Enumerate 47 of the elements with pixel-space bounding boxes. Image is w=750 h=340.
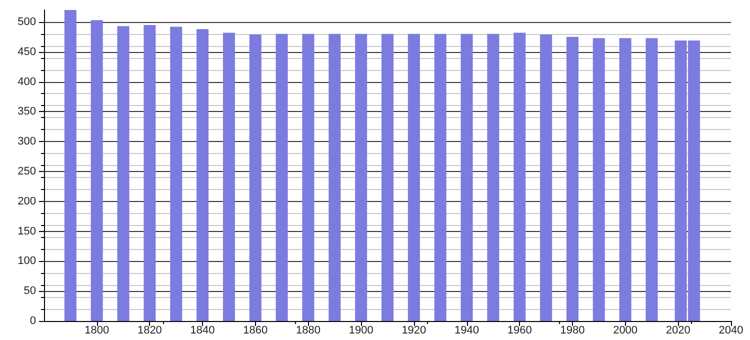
y-tick-label: 150	[18, 225, 36, 238]
bar	[249, 34, 262, 321]
bar	[170, 26, 182, 321]
bar	[514, 32, 526, 321]
bar	[382, 34, 394, 321]
bar	[487, 34, 500, 321]
x-tick-label: 1840	[190, 324, 215, 336]
bar	[460, 34, 473, 321]
bar	[144, 24, 156, 321]
bar	[90, 20, 103, 321]
y-tick-label: 0	[30, 315, 36, 327]
x-tick-label: 2040	[718, 324, 744, 336]
y-tick-label: 100	[18, 255, 36, 268]
x-tick-label: 1900	[348, 324, 374, 336]
x-tick-label: 2020	[666, 324, 690, 336]
x-tick-label: 1940	[454, 324, 480, 336]
y-tick-label: 400	[18, 76, 36, 88]
bar	[540, 34, 552, 321]
x-tick-label: 1980	[560, 324, 585, 336]
bar	[619, 38, 632, 321]
y-tick-label: 350	[18, 106, 36, 118]
x-tick-label: 1960	[507, 324, 532, 336]
bar	[117, 26, 130, 321]
x-tick-label: 1920	[402, 324, 426, 336]
x-tick-label: 1820	[137, 324, 162, 336]
bar	[646, 38, 658, 321]
x-tick-label: 1880	[296, 324, 320, 336]
bar	[64, 10, 76, 321]
x-tick-label: 1800	[84, 324, 110, 336]
x-tick-label: 1860	[243, 324, 268, 336]
bar	[434, 34, 446, 321]
bar	[592, 38, 605, 321]
x-tick-label: 2000	[613, 324, 638, 336]
y-tick-label: 500	[18, 16, 36, 28]
y-tick-label: 450	[18, 46, 36, 58]
bar	[196, 29, 209, 321]
bar	[276, 34, 288, 321]
bar	[328, 34, 341, 321]
y-tick-label: 200	[18, 195, 36, 208]
y-tick-label: 50	[24, 285, 36, 298]
y-tick-label: 250	[18, 165, 36, 178]
bar	[408, 34, 420, 321]
y-tick-label: 300	[18, 136, 36, 148]
bar	[302, 34, 314, 321]
bar	[355, 34, 368, 321]
bar	[222, 32, 235, 321]
bar	[566, 36, 578, 321]
